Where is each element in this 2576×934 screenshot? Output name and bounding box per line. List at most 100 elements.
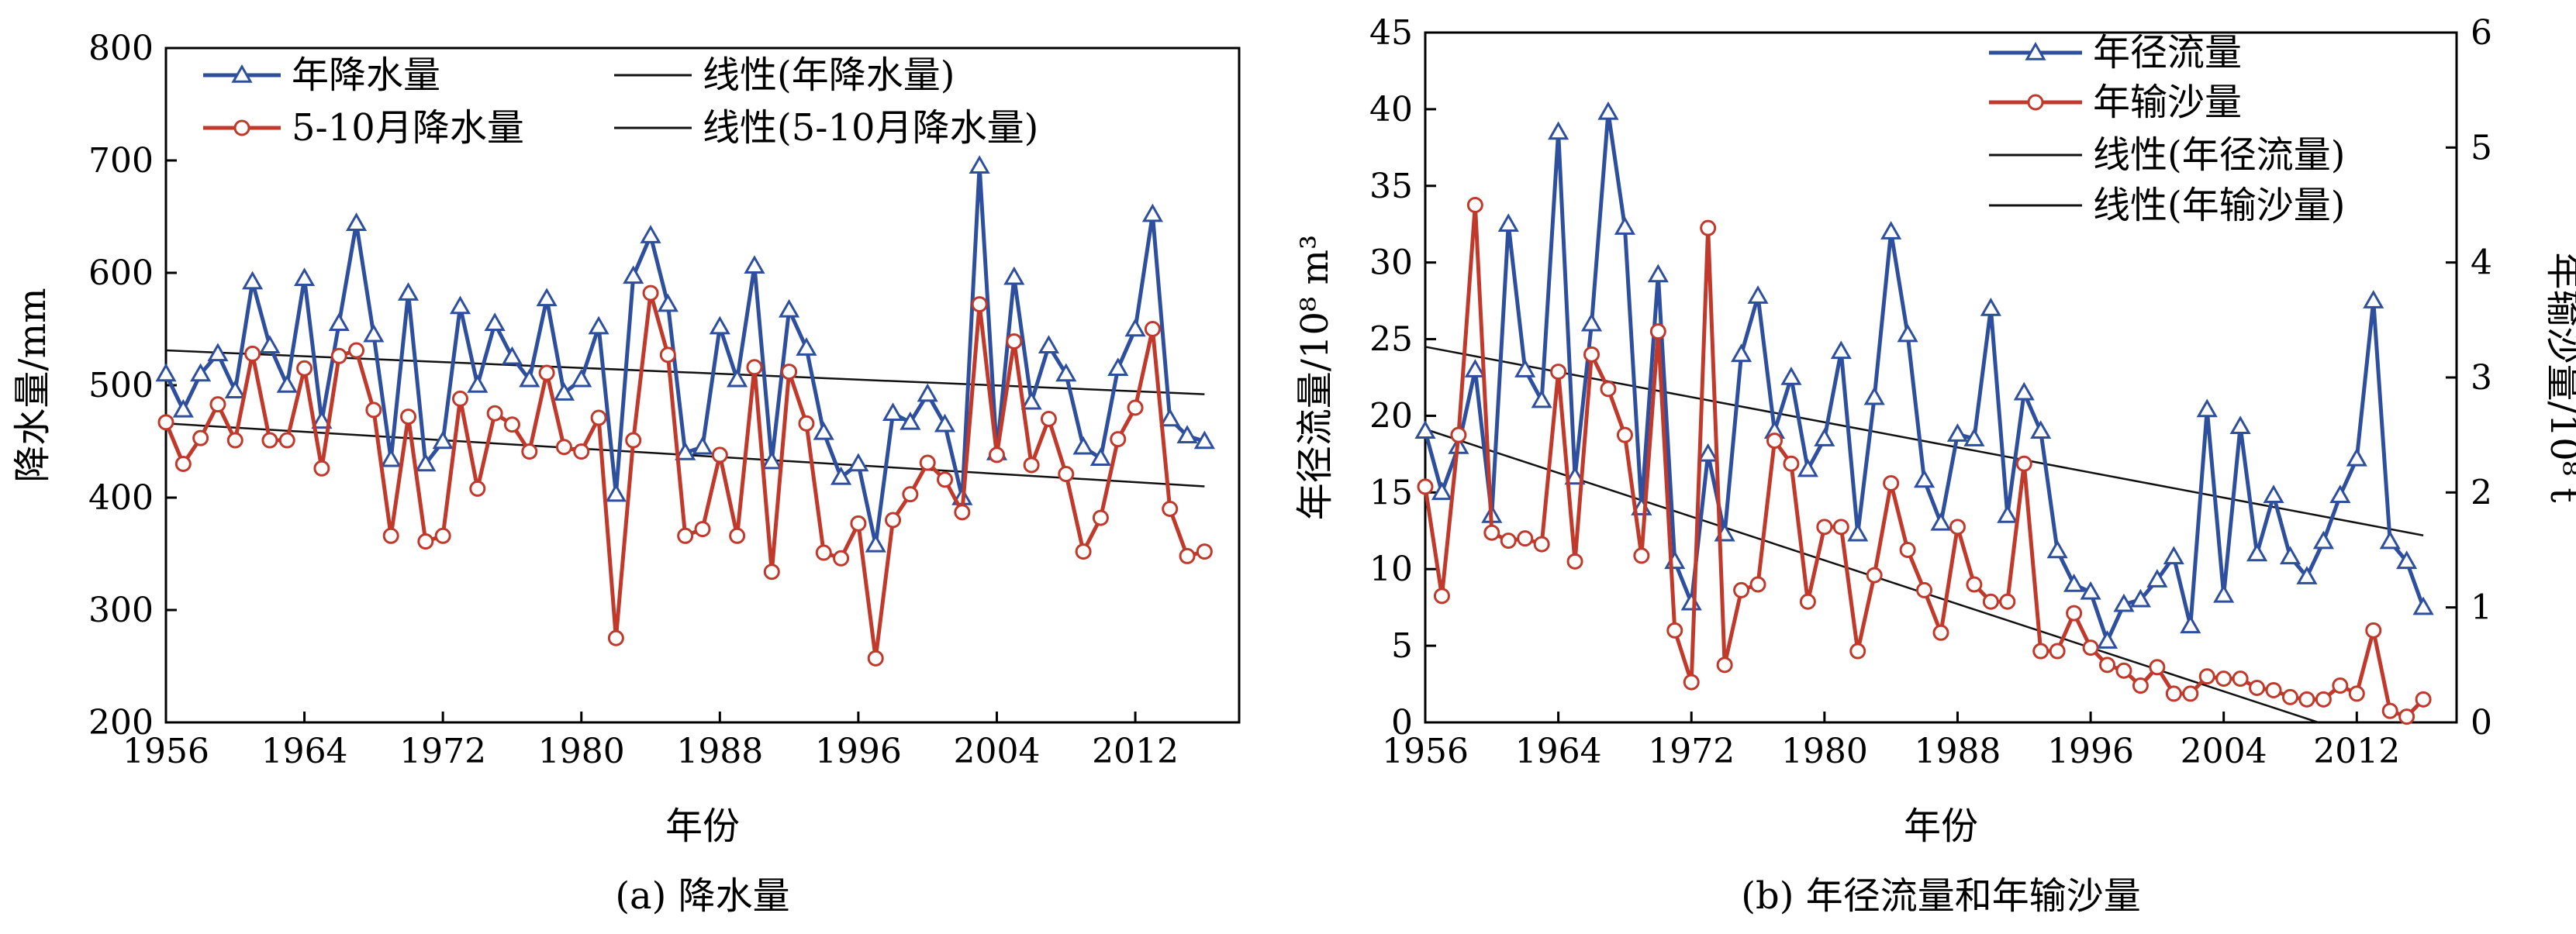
data-point [642, 284, 659, 302]
data-point [2049, 643, 2066, 660]
data-point [157, 414, 174, 431]
data-point [226, 432, 243, 449]
data-point [2298, 691, 2315, 708]
x-tick-label: 2004 [2181, 732, 2267, 771]
y-tick-label: 35 [1369, 167, 1413, 206]
legend-a: 年降水量 5-10月降水量 线性(年降水量) 线性(5-10月降水量) [203, 53, 1038, 150]
y-tick-label: 20 [1369, 396, 1413, 436]
x-tick-label: 2012 [1092, 732, 1179, 771]
data-point [625, 432, 642, 449]
data-point [2080, 581, 2101, 600]
data-point [1932, 624, 1949, 641]
trendline [165, 349, 1205, 395]
data-point [605, 483, 627, 502]
data-point [2032, 643, 2049, 660]
data-point [902, 486, 919, 503]
y-tick-label: 5 [1391, 626, 1413, 666]
data-point [1980, 297, 2001, 316]
data-point [1196, 543, 1213, 560]
data-point [692, 436, 713, 455]
data-point [1006, 333, 1023, 350]
data-point [261, 432, 278, 449]
data-point [1997, 504, 2018, 523]
data-point [1883, 474, 1900, 491]
data-point [1092, 509, 1109, 526]
y-tick-label: 25 [1369, 320, 1413, 360]
data-point [1783, 455, 1800, 472]
data-point [848, 453, 869, 472]
data-point [1614, 216, 1636, 235]
data-point [330, 347, 347, 364]
legend-label: 线性(5-10月降水量) [703, 106, 1038, 150]
series-b [1414, 101, 2434, 725]
data-point [1597, 101, 1619, 120]
legend-entry: 线性(年径流量) [1989, 133, 2345, 177]
data-point [1747, 285, 1769, 304]
data-point [1716, 657, 1733, 674]
data-point [1566, 553, 1583, 570]
data-point [937, 471, 954, 488]
data-point [2415, 691, 2432, 708]
data-point [694, 521, 711, 538]
data-point [2113, 593, 2135, 612]
data-point [192, 429, 209, 446]
data-point [536, 288, 558, 307]
data-point [1897, 323, 1918, 343]
data-point [467, 374, 489, 393]
data-point [709, 315, 730, 335]
data-point [276, 374, 298, 393]
x-tick-label: 1988 [676, 732, 763, 771]
data-point [2232, 670, 2249, 688]
legend-entry: 年输沙量 [1989, 81, 2242, 124]
data-point [553, 382, 575, 401]
x-axis-label-a: 年份 [665, 805, 740, 848]
data-point [1816, 519, 1833, 536]
y-tick-label-right: 1 [2471, 588, 2492, 628]
data-point [1847, 522, 1869, 542]
data-point [813, 421, 834, 440]
data-point [640, 225, 661, 243]
data-point [328, 312, 350, 331]
legend-entry: 年降水量 [203, 53, 440, 97]
x-tick-label: 1956 [1382, 732, 1469, 771]
caption-b: (b) 年径流量和年输沙量 [1741, 874, 2140, 918]
y-tick-label-right: 3 [2471, 358, 2492, 398]
data-point [224, 380, 246, 398]
y-tick-label: 45 [1369, 13, 1413, 53]
data-point [1072, 436, 1094, 455]
trendlines-b [1424, 346, 2424, 724]
data-point [521, 443, 538, 460]
data-point [2213, 584, 2235, 603]
series-line [164, 164, 1206, 547]
data-point [1075, 543, 1092, 560]
data-point [1633, 547, 1650, 564]
x-tick-label: 1964 [261, 732, 348, 771]
data-point [2129, 588, 2152, 608]
data-point [1497, 213, 1519, 232]
data-point [209, 396, 226, 413]
data-point [1127, 399, 1144, 416]
data-point [2246, 543, 2268, 562]
data-point [1666, 622, 1683, 639]
data-point [1916, 581, 1933, 598]
data-point [538, 364, 555, 381]
data-point [1433, 588, 1450, 605]
data-point [1863, 386, 1885, 405]
data-point [2115, 662, 2132, 679]
data-point [1949, 519, 1966, 536]
data-point [484, 312, 506, 331]
data-point [1966, 576, 1983, 593]
data-point [380, 448, 402, 467]
data-point [2379, 530, 2401, 550]
y-axis-label-b: 年径流量/10⁸ m³ [1293, 235, 1337, 521]
legend-marker [2027, 94, 2044, 111]
data-point [1797, 458, 1818, 477]
data-point [365, 402, 382, 419]
data-point [451, 390, 468, 407]
data-point [607, 629, 624, 646]
data-point [833, 550, 850, 567]
data-point [711, 446, 728, 464]
y-tick-label: 300 [88, 591, 154, 630]
legend-label: 5-10月降水量 [292, 106, 524, 150]
